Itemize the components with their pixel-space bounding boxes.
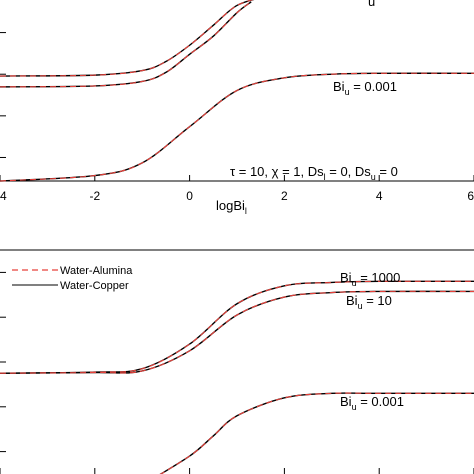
top-curve-1-water-copper	[0, 1, 252, 88]
top-curve-0-water-alumina	[0, 0, 254, 77]
top-x-tick-label-0: 4	[0, 189, 7, 203]
bottom-annotation-bi-u-10: Biu = 10	[346, 293, 392, 311]
bottom-panel: Water-Alumina Water-Copper Biu = 1000 Bi…	[0, 249, 474, 474]
top-curve-1-water-alumina	[0, 1, 252, 88]
top-x-axis-title: logBil	[216, 198, 247, 216]
top-curve-2-water-alumina	[0, 72, 474, 182]
bottom-x-ticks	[0, 468, 474, 474]
top-panel: 4 -2 0 2 4 6 logBil Biu = 0.001 u τ = 10, χ =…	[0, 0, 474, 216]
top-annotation-parameters: τ = 10, χ = 1, Dsl = 0, Dsu = 0	[230, 164, 398, 182]
bottom-annotation-bi-u-1000: Biu = 1000	[340, 270, 400, 288]
legend: Water-Alumina Water-Copper	[12, 265, 133, 292]
bottom-curve-1-water-alumina	[0, 290, 474, 374]
bottom-curve-2-water-alumina	[159, 392, 474, 474]
bottom-curves	[0, 280, 474, 474]
top-y-ticks	[0, 32, 6, 158]
top-annotation-bi-u-0001: Biu = 0.001	[333, 79, 397, 97]
bottom-y-ticks	[0, 271, 6, 453]
top-curve-0-water-copper	[0, 0, 255, 77]
bottom-curve-0-water-copper	[0, 280, 474, 374]
top-x-tick-label-2: 0	[186, 189, 193, 203]
legend-label-water-copper: Water-Copper	[60, 280, 129, 292]
bottom-annotation-bi-u-0001: Biu = 0.001	[340, 394, 404, 412]
bottom-curve-2-water-copper	[159, 392, 474, 474]
legend-label-water-alumina: Water-Alumina	[60, 265, 133, 277]
top-x-tick-label-4: 4	[376, 189, 383, 203]
top-annotation-u: u	[368, 0, 375, 9]
top-x-tick-label-3: 2	[281, 189, 288, 203]
bottom-curve-0-water-alumina	[0, 280, 474, 374]
top-curves	[0, 0, 474, 182]
top-x-tick-label-1: -2	[89, 189, 100, 203]
top-x-tick-label-5: 6	[467, 189, 474, 203]
